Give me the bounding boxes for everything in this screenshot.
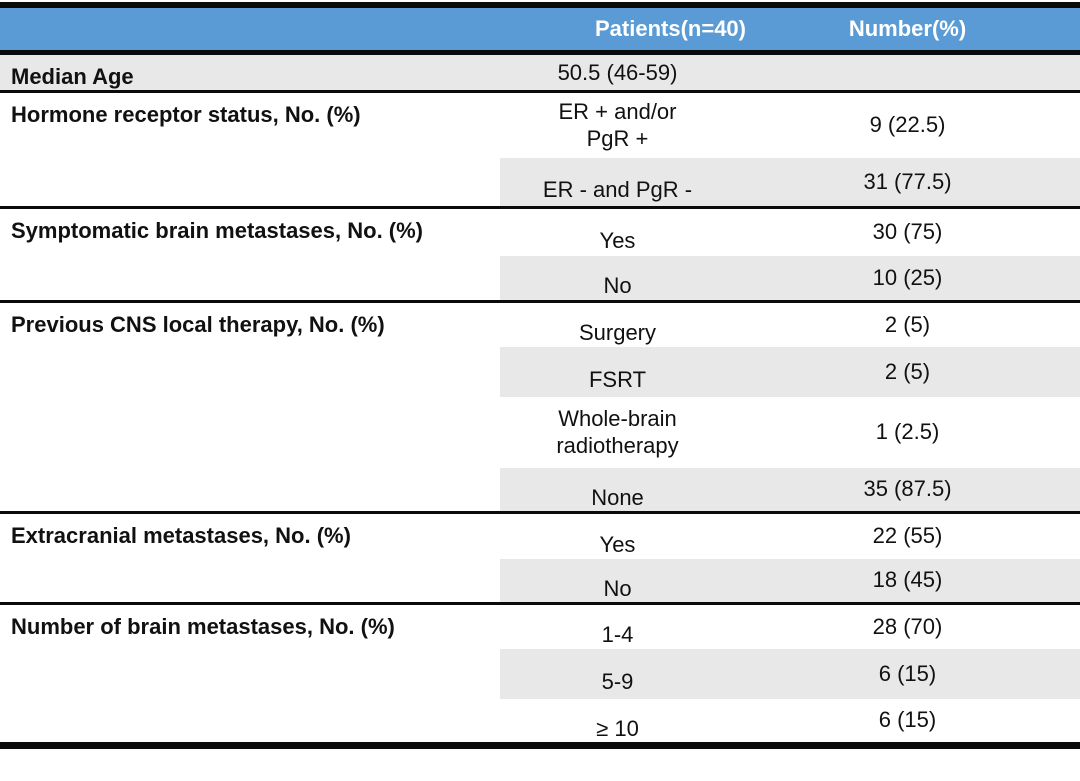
value-er-negative: ER - and PgR -: [500, 157, 735, 208]
row-brainmets-5-9: 5-9 6 (15): [0, 648, 1080, 699]
section-label-number-brain-mets: Number of brain metastases, No. (%): [0, 602, 500, 746]
row-cns-surgery: Previous CNS local therapy, No. (%) Surg…: [0, 300, 1080, 513]
number-extracranial-yes: 22 (55): [735, 511, 1080, 559]
value-cns-surgery: Surgery: [500, 300, 735, 347]
row-extracranial-no: No 18 (45): [0, 558, 1080, 604]
value-brainmets-ge10: ≥ 10: [500, 698, 735, 746]
value-brainmets-5-9: 5-9: [500, 648, 735, 699]
row-brainmets-1-4: Number of brain metastases, No. (%) 1-4 …: [0, 602, 1080, 746]
patient-characteristics-table: Patients(n=40) Number(%) Median Age 50.5…: [0, 2, 1080, 749]
section-label-hormone-receptor: Hormone receptor status, No. (%): [0, 90, 500, 208]
number-er-positive: 9 (22.5): [735, 90, 1080, 158]
value-symptomatic-yes: Yes: [500, 206, 735, 256]
row-brainmets-ge10: ≥ 10 6 (15): [0, 698, 1080, 746]
value-cns-wbrt: Whole-brain radiotherapy: [500, 396, 735, 468]
section-label-extracranial: Extracranial metastases, No. (%): [0, 511, 500, 604]
row-median-age: Median Age 50.5 (46-59): [0, 52, 1080, 92]
header-number: Number(%): [735, 5, 1080, 55]
number-cns-fsrt: 2 (5): [735, 346, 1080, 397]
table-header-row: Patients(n=40) Number(%): [0, 5, 1080, 55]
number-symptomatic-no: 10 (25): [735, 255, 1080, 302]
value-extracranial-no: No: [500, 558, 735, 604]
value-cns-fsrt: FSRT: [500, 346, 735, 397]
row-symptomatic-yes: Symptomatic brain metastases, No. (%) Ye…: [0, 206, 1080, 302]
section-label-symptomatic: Symptomatic brain metastases, No. (%): [0, 206, 500, 302]
number-brainmets-1-4: 28 (70): [735, 602, 1080, 649]
value-er-positive: ER + and/or PgR +: [500, 90, 735, 158]
number-brainmets-5-9: 6 (15): [735, 648, 1080, 699]
number-cns-none: 35 (87.5): [735, 467, 1080, 513]
number-median-age: [735, 52, 1080, 92]
row-er-positive: Hormone receptor status, No. (%) ER + an…: [0, 90, 1080, 208]
value-brainmets-1-4: 1-4: [500, 602, 735, 649]
number-brainmets-ge10: 6 (15): [735, 698, 1080, 746]
row-cns-fsrt: FSRT 2 (5): [0, 346, 1080, 397]
number-cns-wbrt: 1 (2.5): [735, 396, 1080, 468]
number-extracranial-no: 18 (45): [735, 558, 1080, 604]
row-extracranial-yes: Extracranial metastases, No. (%) Yes 22 …: [0, 511, 1080, 604]
value-symptomatic-no: No: [500, 255, 735, 302]
row-symptomatic-no: No 10 (25): [0, 255, 1080, 302]
section-label-previous-cns: Previous CNS local therapy, No. (%): [0, 300, 500, 513]
value-cns-none: None: [500, 467, 735, 513]
header-empty-cell: [0, 5, 500, 55]
row-cns-none: None 35 (87.5): [0, 467, 1080, 513]
number-symptomatic-yes: 30 (75): [735, 206, 1080, 256]
row-cns-wbrt: Whole-brain radiotherapy 1 (2.5): [0, 396, 1080, 468]
header-patients: Patients(n=40): [500, 5, 746, 55]
number-er-negative: 31 (77.5): [735, 157, 1080, 208]
number-cns-surgery: 2 (5): [735, 300, 1080, 347]
value-median-age: 50.5 (46-59): [500, 52, 735, 92]
row-er-negative: ER - and PgR - 31 (77.5): [0, 157, 1080, 208]
section-label-median-age: Median Age: [0, 52, 500, 92]
value-extracranial-yes: Yes: [500, 511, 735, 559]
